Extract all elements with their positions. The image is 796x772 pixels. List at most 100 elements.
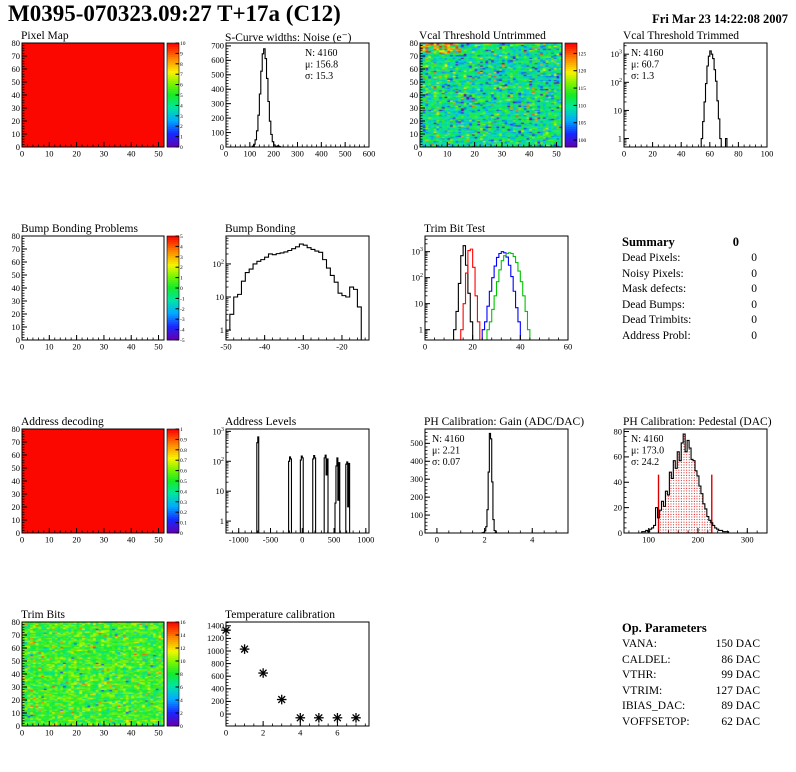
svg-text:0: 0 [16,335,20,345]
svg-text:115: 115 [578,86,586,92]
op-parameter-label: VTHR: [622,669,657,681]
svg-text:300: 300 [291,149,304,159]
svg-text:60: 60 [12,64,21,74]
plot-title: PH Calibration: Gain (ADC/DAC) [424,416,585,428]
svg-text:N: 4160: N: 4160 [305,48,338,59]
trim-bit-test-axes: 0 20 40 60 1 10 102 103 [412,235,572,352]
svg-text:20: 20 [470,149,479,159]
plot-title: Pixel Map [21,30,69,42]
panel-bump-bonding: Bump Bonding -50 -40 -30 -20 1 10 102 [199,223,398,416]
svg-text:0: 0 [414,142,418,152]
svg-text:120: 120 [578,69,587,75]
address-levels-axes: -1000 -500 0 500 1000 1 10 102 103 [213,426,375,545]
svg-text:600: 600 [363,149,376,159]
panel-pixel-map: Pixel Map 0 10 20 30 40 50 0 10 20 30 40 50 60 70 80 0 1… [0,30,199,223]
svg-text:1: 1 [180,135,183,141]
svg-text:20: 20 [12,502,21,512]
svg-text:30: 30 [12,489,21,499]
svg-text:0: 0 [435,535,439,545]
summary-value: 0 [751,314,757,326]
summary-value: 0 [751,329,757,342]
svg-text:20: 20 [648,149,657,159]
svg-text:800: 800 [211,658,224,668]
svg-text:0: 0 [16,528,20,538]
svg-text:40: 40 [410,90,419,100]
svg-text:-1: -1 [180,296,185,302]
vcal-untrimmed-axes: 0 10 20 30 40 50 0 10 20 30 40 50 60 70 80 100 105 110 115… [410,38,587,159]
svg-text:102: 102 [213,259,225,269]
bump-problems-axes: 0 10 20 30 40 50 0 10 20 30 40 50 60 70 80 -5 -4 -3 -2 -1 0 1… [12,231,185,352]
summary-row: Mask defects: 0 [622,282,757,298]
svg-text:0: 0 [20,728,24,738]
svg-text:12: 12 [180,646,186,652]
op-parameter-row: VTHR: 99 DAC [622,668,760,684]
svg-text:10: 10 [216,486,225,496]
op-parameter-label: CALDEL: [622,653,671,666]
plot-title: Trim Bits [21,609,66,621]
svg-text:2: 2 [482,535,486,545]
svg-text:10: 10 [216,292,225,302]
svg-text:102: 102 [611,77,623,87]
svg-text:2: 2 [180,124,183,130]
svg-text:μ: 173.0: μ: 173.0 [631,446,664,457]
svg-text:0: 0 [16,142,20,152]
scurve-noise-plot: 0 100 200 300 400 500 600 0 100 200 300 400 500 600 70… [199,31,398,189]
trim-bits-axes: 0 10 20 30 40 50 0 10 20 30 40 50 60 70 80 0 2 4 6 8 10 12 14 1… [12,617,186,738]
svg-text:0: 0 [423,342,427,352]
address-levels-plot: -1000 -500 0 500 1000 1 10 102 103 [199,417,398,575]
panel-ph-pedestal: PH Calibration: Pedestal (DAC) 100 200 300… [597,416,796,609]
svg-text:300: 300 [741,535,754,545]
svg-text:-40: -40 [259,342,270,352]
svg-text:-2: -2 [180,307,185,313]
svg-text:0.7: 0.7 [180,458,187,464]
trim-bits-heatmap [22,622,164,726]
svg-text:40: 40 [127,342,136,352]
svg-text:14: 14 [180,633,186,639]
svg-text:50: 50 [552,149,561,159]
svg-text:1: 1 [419,325,423,335]
svg-text:103: 103 [213,426,225,436]
plot-title: Bump Bonding [225,223,296,235]
op-parameter-value: 99 DAC [721,669,760,681]
ph-gain-plot: 0 2 4 0 100 200 300 400 500 N: 4160 μ: 2.21 σ: 0.07 [398,417,597,575]
svg-text:40: 40 [12,283,21,293]
svg-text:5: 5 [180,93,183,99]
svg-text:100: 100 [761,149,774,159]
svg-text:300: 300 [211,98,224,108]
svg-text:50: 50 [12,656,21,666]
summary-row: Dead Trimbits: 0 [622,313,757,329]
svg-text:200: 200 [211,696,224,706]
svg-text:50: 50 [154,728,163,738]
summary-row: Address Probl: 0 [622,329,757,345]
op-parameter-row: VANA: 150 DAC [622,637,760,653]
svg-text:600: 600 [211,55,224,65]
op-parameter-value: 62 DAC [721,715,760,728]
svg-text:80: 80 [410,38,419,48]
timestamp: Fri Mar 23 14:22:08 2007 [652,12,788,26]
op-parameter-value: 86 DAC [721,653,760,666]
svg-text:0: 0 [20,149,24,159]
svg-text:0: 0 [220,142,224,152]
temp-calibration-plot: 0 2 4 6 0 200 400 600 800 1000 1200 1400 [199,610,398,768]
svg-text:40: 40 [516,342,525,352]
svg-text:-500: -500 [263,535,279,545]
svg-text:μ: 60.7: μ: 60.7 [631,60,659,71]
panel-trim-bit-test: Trim Bit Test 0 20 40 60 1 10 102 103 [398,223,597,416]
op-parameters-header: Op. Parameters [622,620,760,637]
svg-text:-3: -3 [180,317,185,323]
address-decoding-heatmap [22,429,164,533]
svg-text:0: 0 [300,535,304,545]
svg-text:30: 30 [498,149,507,159]
svg-text:60: 60 [614,452,623,462]
plot-title: Bump Bonding Problems [21,223,138,235]
plot-title: PH Calibration: Pedestal (DAC) [623,416,772,428]
svg-text:30: 30 [100,342,109,352]
bump-problems-heatmap [22,236,164,340]
summary-value: 0 [751,283,757,295]
svg-text:9: 9 [180,51,183,57]
svg-text:5: 5 [180,234,183,240]
svg-text:2: 2 [180,711,183,717]
